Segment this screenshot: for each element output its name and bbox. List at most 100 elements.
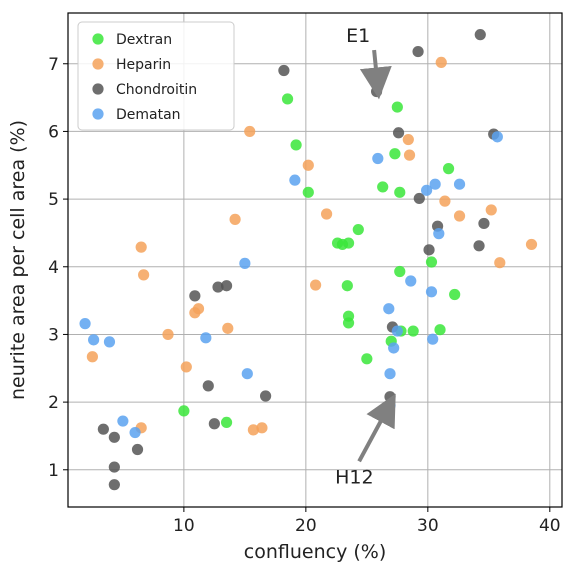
y-tick-label: 4: [48, 258, 59, 278]
y-axis-label: neurite area per cell area (%): [7, 120, 29, 400]
y-tick-label: 3: [48, 325, 59, 345]
heparin-point: [310, 279, 322, 291]
dematan-point: [427, 333, 439, 345]
y-tick-label: 2: [48, 393, 59, 413]
legend-marker: [92, 33, 104, 45]
heparin-point: [192, 303, 205, 315]
chondroitin-point: [212, 281, 224, 293]
chondroitin-point: [392, 127, 405, 139]
dextran-point: [394, 265, 406, 278]
chondroitin-point: [423, 244, 435, 256]
legend-label: Chondroitin: [116, 82, 197, 98]
dextran-point: [391, 101, 403, 113]
legend-marker: [92, 108, 104, 120]
y-tick-label: 1: [48, 461, 59, 481]
y-tick-label: 5: [48, 190, 59, 210]
dematan-point: [405, 275, 417, 287]
legend-marker: [92, 58, 104, 70]
heparin-point: [320, 208, 333, 220]
chondroitin-point: [412, 45, 424, 58]
heparin-point: [435, 56, 447, 68]
heparin-point: [256, 422, 268, 434]
dematan-point: [491, 131, 503, 143]
dextran-point: [425, 256, 438, 268]
chondroitin-point: [474, 29, 486, 41]
chondroitin-point: [220, 280, 233, 292]
axis-ticks: 10 20 30 40 1 2 3 4 5 6 7: [48, 55, 560, 536]
dextran-point: [407, 325, 419, 337]
chondroitin-point: [260, 390, 272, 402]
dextran-point: [302, 186, 314, 198]
dextran-point: [342, 317, 355, 329]
dextran-point: [394, 186, 406, 198]
x-tick-label: 10: [173, 516, 195, 536]
dematan-point: [384, 368, 396, 380]
dematan-point: [129, 426, 141, 439]
annotation-e1: E1: [346, 25, 370, 47]
y-tick-label: 6: [48, 122, 59, 142]
chondroitin-point: [370, 85, 383, 98]
dematan-point: [421, 184, 433, 196]
dematan-point: [200, 332, 212, 344]
annotations: E1 H12: [335, 25, 396, 488]
dextran-point: [361, 353, 373, 365]
chondroitin-point: [131, 443, 144, 456]
chondroitin-point: [108, 431, 120, 443]
dematan-point: [433, 228, 445, 240]
annotation-arrow: [359, 49, 392, 100]
dextran-point: [342, 237, 355, 249]
dextran-point: [389, 148, 401, 160]
heparin-point: [453, 210, 466, 222]
heparin-point: [135, 241, 147, 253]
heparin-point: [244, 125, 256, 138]
x-tick-label: 40: [539, 516, 561, 536]
dematan-point: [241, 368, 253, 380]
chondroitin-point: [97, 423, 109, 435]
heparin-point: [180, 361, 192, 373]
chondroitin-point: [108, 461, 120, 473]
dematan-point: [372, 152, 384, 165]
plot-frame: [67, 12, 563, 508]
heparin-point: [485, 204, 497, 216]
x-tick-label: 30: [417, 516, 439, 536]
heparin-point: [525, 238, 538, 251]
heparin-point: [494, 257, 506, 269]
chondroitin-point: [278, 64, 290, 77]
heparin-point: [86, 351, 98, 363]
heparin-point: [162, 328, 174, 341]
dematan-point: [289, 174, 301, 186]
legend-box: [77, 21, 235, 131]
heparin-point: [247, 424, 260, 436]
chondroitin-point: [108, 479, 120, 491]
dextran-point: [281, 93, 294, 105]
heparin-point: [229, 213, 241, 225]
heparin-point: [302, 159, 314, 171]
dextran-point: [434, 324, 446, 336]
annotation-h12: H12: [335, 466, 373, 488]
dematan-point: [391, 325, 403, 337]
heparin-point: [138, 269, 150, 281]
dematan-point: [388, 342, 400, 354]
dematan-point: [453, 178, 466, 190]
dematan-point: [117, 415, 129, 427]
heparin-point: [403, 149, 416, 161]
dematan-point: [79, 318, 91, 330]
dextran-point: [352, 223, 364, 236]
dextran-point: [220, 416, 233, 429]
dextran-point: [290, 139, 302, 151]
legend-label: Dematan: [116, 107, 181, 123]
dextran-point: [341, 280, 353, 292]
heparin-point: [222, 322, 234, 334]
dextran-point: [449, 288, 461, 301]
chondroitin-point: [189, 290, 201, 302]
legend: Dextran Heparin Chondroitin Dematan: [77, 21, 235, 131]
dematan-point: [103, 336, 116, 348]
chondroitin-point: [202, 380, 214, 392]
x-tick-label: 20: [295, 516, 317, 536]
dematan-point: [383, 303, 395, 315]
legend-label: Heparin: [116, 57, 171, 73]
dextran-point: [178, 405, 190, 417]
heparin-point: [402, 133, 414, 146]
dematan-point: [429, 178, 441, 190]
